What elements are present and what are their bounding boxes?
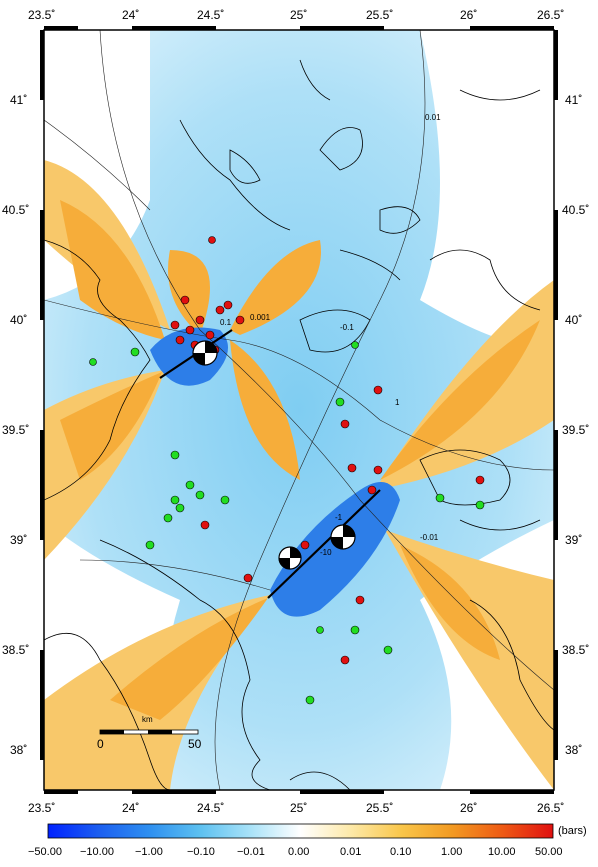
lat-tick-label: 39˚	[565, 533, 582, 547]
positive-lobe-se	[400, 545, 500, 660]
lon-tick-label: 26.5˚	[537, 801, 564, 815]
positive-lobe-sw	[110, 598, 268, 720]
lat-tick-label: 39.5˚	[2, 423, 29, 437]
positive-lobe-nw	[60, 200, 165, 340]
focal-mechanism-central	[278, 546, 302, 570]
colorbar-tick: 10.00	[488, 846, 516, 858]
lat-tick-label: 41˚	[10, 93, 27, 107]
lon-tick-label: 26.5˚	[537, 8, 564, 22]
colorbar-tick: 0.01	[340, 846, 361, 858]
colorbar: (bars) −50.00 −10.00 −1.00 −0.10 −0.01 0…	[28, 823, 587, 858]
contour-label-group: 0.01 -0.01 0.1 -0.1 0.001 -1 -10 1	[220, 113, 441, 557]
map-frame	[40, 26, 558, 794]
contour-label: 1	[395, 398, 400, 407]
contour-label: 0.001	[250, 313, 271, 322]
lat-labels-right: 41˚ 40.5˚ 40˚ 39.5˚ 39˚ 38.5˚ 38˚	[562, 93, 589, 757]
lat-tick-label: 39˚	[10, 533, 27, 547]
positive-lobe-n-right	[230, 240, 321, 335]
lon-tick-label: 23.5˚	[28, 801, 55, 815]
lat-tick-label: 38.5˚	[562, 643, 589, 657]
colorbar-tick: −0.10	[187, 846, 215, 858]
scale-bar-end: 50	[188, 737, 202, 751]
contour-label: -0.01	[420, 533, 439, 542]
lat-tick-label: 38˚	[10, 743, 27, 757]
colorbar-ramp	[47, 823, 554, 839]
positive-lobe-n-left	[168, 250, 210, 335]
lon-labels-bottom: 23.5˚ 24˚ 24.5˚ 25˚ 25.5˚ 26˚ 26.5˚	[28, 801, 564, 815]
contour-label: -10	[320, 548, 332, 557]
contour-lines	[44, 30, 554, 790]
contour-label: 0.01	[425, 113, 441, 122]
lon-labels-top: 23.5˚ 24˚ 24.5˚ 25˚ 25.5˚ 26˚ 26.5˚	[28, 8, 564, 22]
focal-mechanism-north	[192, 340, 218, 366]
lat-tick-label: 40˚	[10, 313, 27, 327]
lon-tick-label: 25.5˚	[366, 801, 393, 815]
lon-tick-label: 26˚	[460, 8, 477, 22]
lat-tick-label: 40˚	[565, 313, 582, 327]
contour-label: -0.1	[340, 323, 354, 332]
lon-tick-label: 24.5˚	[197, 801, 224, 815]
lon-tick-label: 25˚	[290, 801, 307, 815]
positive-lobe-s	[230, 340, 300, 480]
aftershocks-green	[89, 341, 485, 705]
scale-bar-title: km	[142, 715, 153, 724]
lon-tick-label: 24˚	[122, 801, 139, 815]
colorbar-unit: (bars)	[558, 825, 587, 837]
lat-tick-label: 40.5˚	[2, 203, 29, 217]
lat-tick-label: 38.5˚	[2, 643, 29, 657]
colorbar-tick: −0.01	[237, 846, 265, 858]
lon-tick-label: 24.5˚	[197, 8, 224, 22]
lon-tick-label: 23.5˚	[28, 8, 55, 22]
contour-label: -1	[335, 513, 343, 522]
lon-tick-label: 25.5˚	[366, 8, 393, 22]
colorbar-tick: 0.00	[288, 846, 309, 858]
colorbar-tick: −1.00	[135, 846, 163, 858]
coastlines	[44, 59, 554, 790]
lat-tick-label: 38˚	[565, 743, 582, 757]
lat-tick-label: 41˚	[565, 93, 582, 107]
lat-tick-label: 40.5˚	[562, 203, 589, 217]
colorbar-tick: −10.00	[80, 846, 114, 858]
colorbar-tick: 50.00	[535, 846, 563, 858]
scale-bar: km 0 50	[97, 715, 202, 751]
lon-tick-label: 26˚	[460, 801, 477, 815]
focal-mechanism-east	[330, 524, 356, 550]
lon-tick-label: 24˚	[122, 8, 139, 22]
scale-bar-start: 0	[97, 737, 104, 751]
map-body: 0.01 -0.01 0.1 -0.1 0.001 -1 -10 1	[44, 30, 554, 790]
positive-lobe-w	[60, 372, 162, 480]
fault-trace	[267, 489, 381, 599]
lon-tick-label: 25˚	[290, 8, 307, 22]
strong-negative-south	[270, 482, 400, 617]
colorbar-tick: 0.10	[390, 846, 411, 858]
aftershocks-red	[170, 236, 485, 665]
colorbar-tick: −50.00	[28, 846, 62, 858]
lat-labels-left: 41˚ 40.5˚ 40˚ 39.5˚ 39˚ 38.5˚ 38˚	[2, 93, 29, 757]
contour-label: 0.1	[220, 318, 232, 327]
colorbar-tick: 1.00	[441, 846, 462, 858]
lat-tick-label: 39.5˚	[562, 423, 589, 437]
negative-stress-region	[44, 30, 554, 790]
